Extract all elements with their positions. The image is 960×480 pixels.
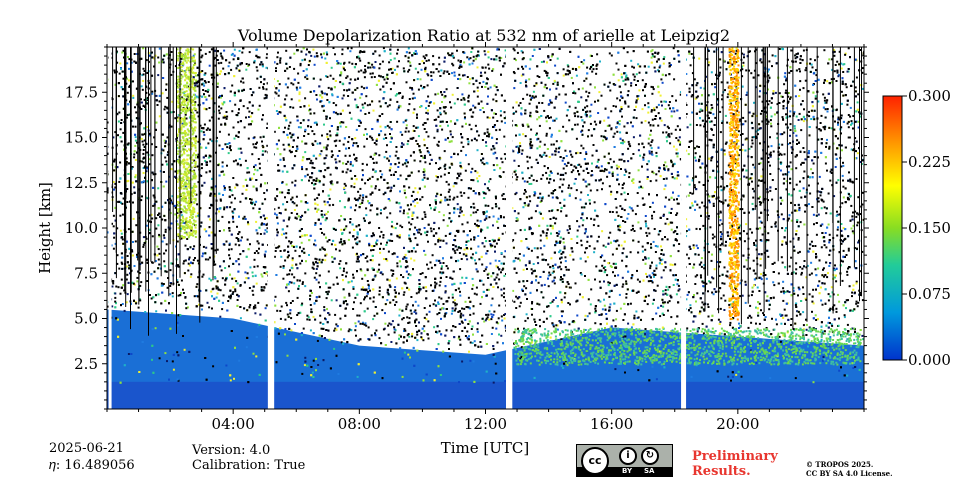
attribution-icon: i xyxy=(619,447,637,465)
y-tick-label: 7.5 xyxy=(74,264,98,282)
x-tick-label: 20:00 xyxy=(716,415,759,433)
signal-streaks xyxy=(112,47,862,336)
copyright-notice: © TROPOS 2025. CC BY SA 4.0 License. xyxy=(806,460,893,478)
x-axis: 04:00 08:00 12:00 16:00 20:00 xyxy=(106,42,865,433)
footer-eta: 𝜂: 16.489056 xyxy=(49,458,135,473)
preliminary-notice: Preliminary Results. xyxy=(692,449,778,479)
elevated-depol-layer xyxy=(514,327,862,366)
preliminary-line-2: Results. xyxy=(692,464,751,479)
colorbar-tick-label: 0.225 xyxy=(908,153,951,171)
chart-title: Volume Depolarization Ratio at 532 nm of… xyxy=(237,26,730,45)
colorbar-tick-label: 0.075 xyxy=(908,285,951,303)
colorbar-tick-label: 0.150 xyxy=(908,219,951,237)
footer-calibration: Calibration: True xyxy=(192,458,306,473)
x-tick-label: 04:00 xyxy=(212,415,255,433)
low-signal-region xyxy=(107,47,864,347)
share-alike-icon: ↻ xyxy=(641,447,659,465)
colorbar-tick-label: 0.000 xyxy=(908,351,951,369)
y-tick-label: 17.5 xyxy=(65,83,98,101)
x-axis-label: Time [UTC] xyxy=(441,439,530,457)
colorbar-tick-label: 0.300 xyxy=(908,87,951,105)
footer-version: Version: 4.0 xyxy=(192,443,271,458)
cc-by-label: BY xyxy=(622,467,633,475)
colorbar xyxy=(882,95,903,361)
data-gap xyxy=(108,47,112,409)
y-axis-label: Height [km] xyxy=(36,182,54,274)
data-gap xyxy=(681,47,687,409)
copyright-line-2: CC BY SA 4.0 License. xyxy=(806,469,893,478)
y-tick-label: 12.5 xyxy=(65,174,98,192)
cc-sa-label: SA xyxy=(644,467,655,475)
near-surface-layer xyxy=(107,381,864,409)
copyright-line-1: © TROPOS 2025. xyxy=(806,460,874,469)
heatmap-plot xyxy=(107,47,864,409)
cc-icon: cc xyxy=(581,447,609,475)
preliminary-line-1: Preliminary xyxy=(692,449,778,464)
colorbar-axis: 0.000 0.075 0.150 0.225 0.300 xyxy=(902,87,951,369)
data-gap xyxy=(267,47,275,409)
x-tick-label: 08:00 xyxy=(338,415,381,433)
y-axis: 2.5 5.0 7.5 10.0 12.5 15.0 17.5 xyxy=(65,46,869,410)
y-tick-label: 10.0 xyxy=(65,219,98,237)
x-tick-label: 12:00 xyxy=(464,415,507,433)
cc-by-sa-badge: cc i ↻ BY SA xyxy=(576,444,673,477)
footer-date: 2025-06-21 xyxy=(49,441,124,456)
high-depol-column xyxy=(728,47,740,321)
y-tick-label: 2.5 xyxy=(74,355,98,373)
data-gap xyxy=(506,47,513,409)
y-tick-label: 15.0 xyxy=(65,129,98,147)
y-tick-label: 5.0 xyxy=(74,310,98,328)
x-tick-label: 16:00 xyxy=(590,415,633,433)
